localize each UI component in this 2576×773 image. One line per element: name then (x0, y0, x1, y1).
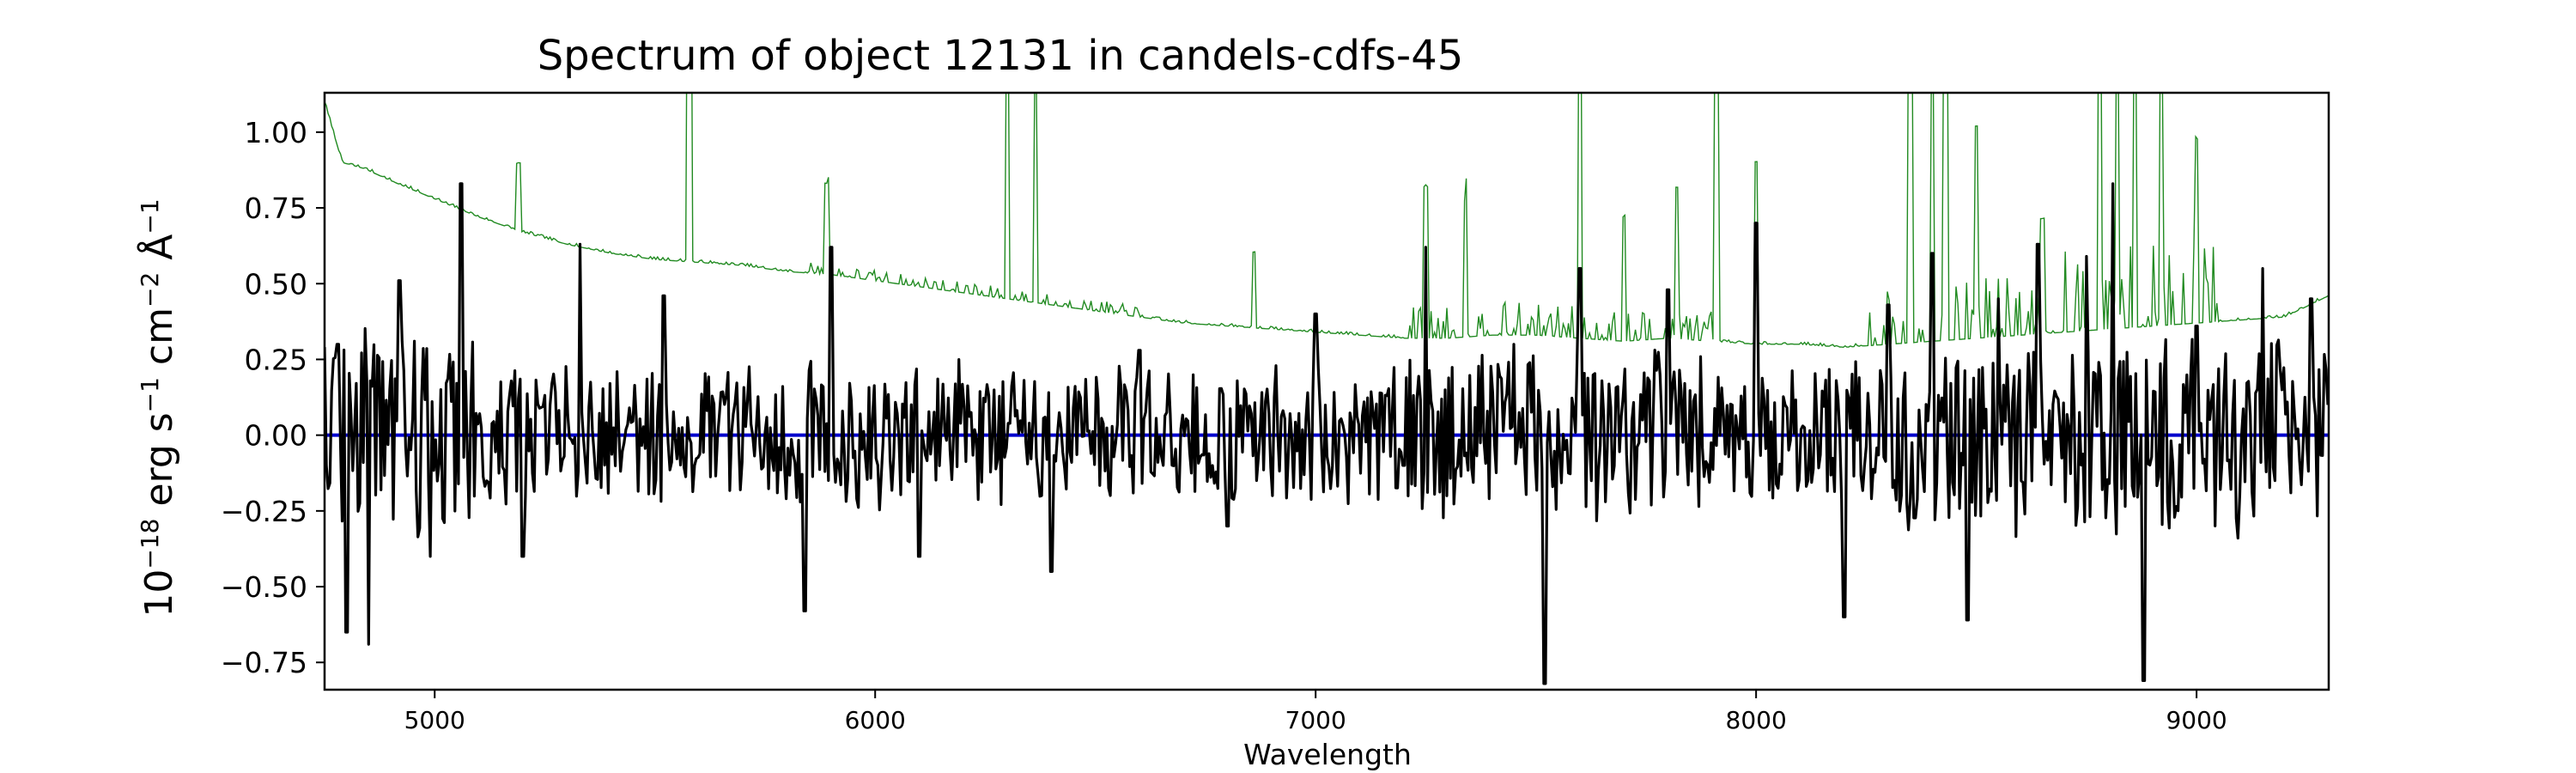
y-tick-label: −0.75 (221, 646, 307, 679)
y-axis-label-unit2: cm (137, 307, 181, 377)
y-axis-label-unit3: Å (136, 234, 181, 272)
y-tick-label: 0.25 (245, 343, 307, 376)
plot-frame (323, 91, 2330, 691)
x-tick-label: 5000 (404, 706, 465, 734)
chart-title: Spectrum of object 12131 in candels-cdfs… (538, 32, 1464, 80)
flux-spectrum-line (325, 182, 2329, 685)
y-tick-label: 0.50 (245, 267, 307, 301)
y-tick-label: 0.00 (245, 419, 307, 453)
y-tick-label: 1.00 (245, 116, 307, 149)
y-axis-label-base: 10 (137, 569, 181, 618)
y-tick-label: 0.75 (245, 192, 307, 225)
y-axis-label-exp3: −2 (136, 272, 164, 307)
x-tick-label: 9000 (2166, 706, 2227, 734)
y-axis-label: 10−18 erg s−1 cm−2 Å−1 (136, 198, 181, 617)
y-tick-label: −0.25 (221, 495, 307, 528)
y-tick-label: −0.50 (221, 570, 307, 604)
y-axis-label-exp4: −1 (136, 198, 164, 234)
x-tick-label: 6000 (845, 706, 906, 734)
y-axis-label-exp2: −1 (136, 377, 164, 412)
y-axis-label-exp1: −18 (136, 519, 164, 569)
error-spectrum-line (325, 93, 2329, 349)
x-tick-label: 7000 (1285, 706, 1346, 734)
x-axis-label: Wavelength (1243, 738, 1412, 771)
y-axis-label-unit1: erg s (137, 412, 181, 518)
x-tick-label: 8000 (1726, 706, 1787, 734)
